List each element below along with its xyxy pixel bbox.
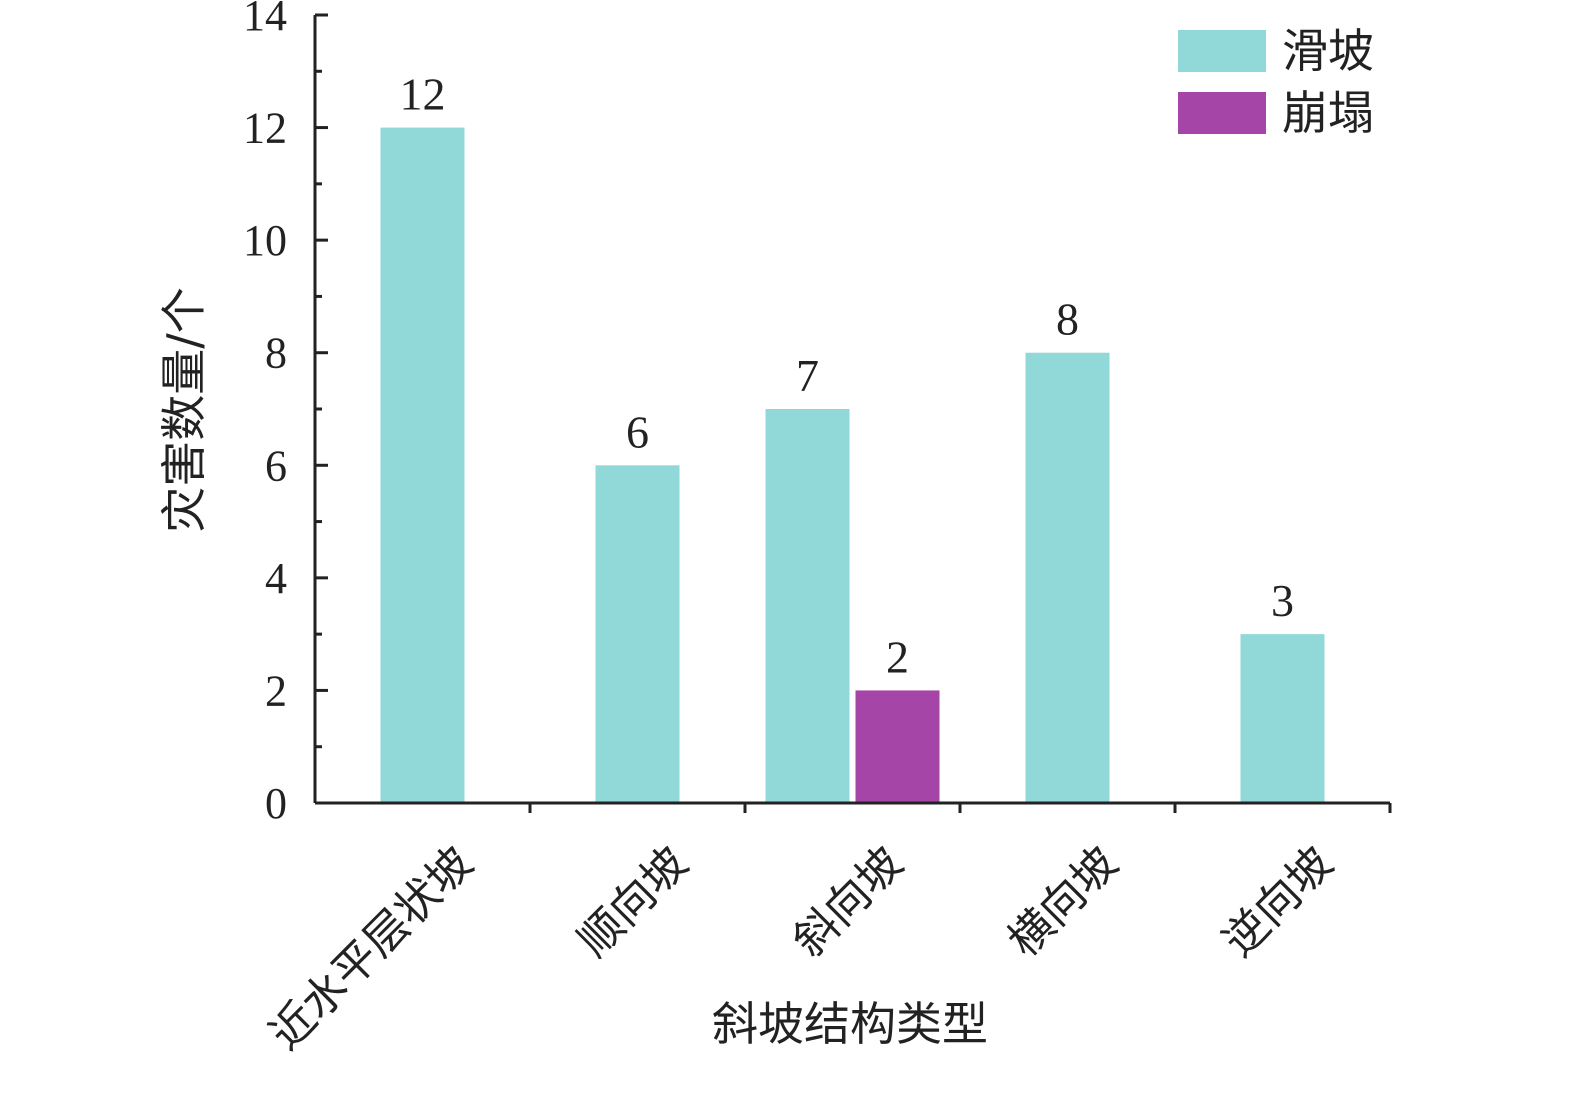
y-tick-label: 6 <box>265 441 287 490</box>
x-axis-title: 斜坡结构类型 <box>712 997 988 1051</box>
y-tick-label: 0 <box>265 779 287 828</box>
bar-collapse-2 <box>855 690 940 803</box>
x-ticks-layer <box>528 803 1392 813</box>
y-ticks-layer: 0 2 4 6 8 10 12 14 <box>243 0 328 828</box>
data-label: 6 <box>626 406 649 457</box>
data-label: 7 <box>796 350 819 401</box>
bar-landslide-1 <box>595 465 680 803</box>
x-category-label: 近水平层状坡 <box>260 837 483 1060</box>
data-label: 2 <box>886 631 909 682</box>
y-tick-label: 10 <box>243 216 287 265</box>
x-category-label: 横向坡 <box>999 837 1128 966</box>
bar-landslide-2 <box>765 409 850 803</box>
data-label: 3 <box>1271 575 1294 626</box>
legend-swatch-landslide <box>1178 30 1266 72</box>
x-category-label: 逆向坡 <box>1214 837 1343 966</box>
data-labels-layer: 12 6 7 2 8 3 <box>400 69 1295 683</box>
legend-swatch-collapse <box>1178 92 1266 134</box>
legend-label: 滑坡 <box>1282 24 1374 78</box>
x-category-label: 斜向坡 <box>784 837 913 966</box>
x-category-label: 顺向坡 <box>569 837 698 966</box>
bars-layer <box>380 127 1325 804</box>
bar-landslide-4 <box>1240 634 1325 803</box>
y-axis-title: 灾害数量/个 <box>157 287 211 533</box>
data-label: 8 <box>1056 294 1079 345</box>
y-tick-label: 4 <box>265 554 287 603</box>
bar-landslide-0 <box>380 127 465 804</box>
data-label: 12 <box>400 69 446 120</box>
legend-label: 崩塌 <box>1282 86 1374 140</box>
bar-landslide-3 <box>1025 352 1110 803</box>
y-tick-label: 2 <box>265 666 287 715</box>
y-tick-label: 8 <box>265 329 287 378</box>
y-tick-label: 14 <box>243 0 287 40</box>
y-tick-label: 12 <box>243 104 287 153</box>
